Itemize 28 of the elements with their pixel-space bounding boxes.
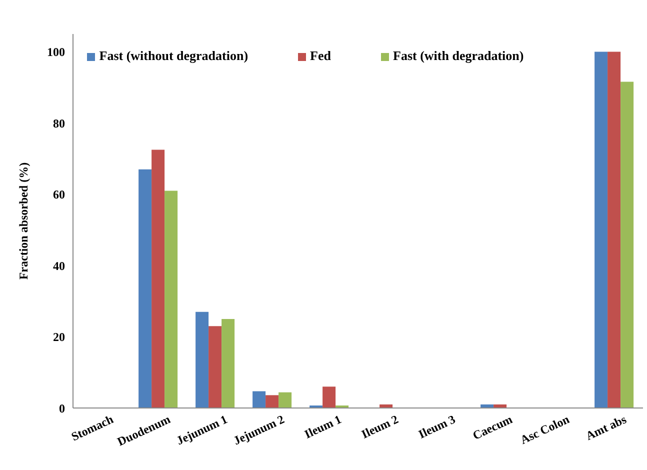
bar [266,395,279,408]
bar [594,52,608,408]
bar [152,150,165,408]
x-tick-label: Ileum 2 [359,412,400,442]
legend-label: Fed [310,48,331,63]
bar [322,386,336,408]
x-tick-label: Ileum 3 [416,412,458,442]
y-tick-label: 20 [53,330,65,344]
y-axis-title: Fraction absorbed (%) [16,162,30,280]
bar [222,318,235,408]
bar [208,326,222,408]
legend-label: Fast (without degradation) [99,48,248,63]
y-tick-label: 100 [47,45,65,60]
legend-label: Fast (with degradation) [393,48,524,63]
bar [278,392,292,408]
x-tick-label: Ileum 1 [302,412,344,442]
bar [608,52,621,408]
x-tick-label: Asc Colon [518,412,572,447]
bar [620,82,634,408]
y-tick-label: 40 [53,258,65,273]
y-tick-label: 80 [53,116,65,130]
y-tick-label: 60 [53,188,65,202]
x-tick-label: Amt abs [584,412,629,443]
bar [164,190,178,408]
y-tick-label: 0 [59,401,65,416]
bar [196,312,209,408]
bar [138,169,152,408]
bar [252,391,266,408]
